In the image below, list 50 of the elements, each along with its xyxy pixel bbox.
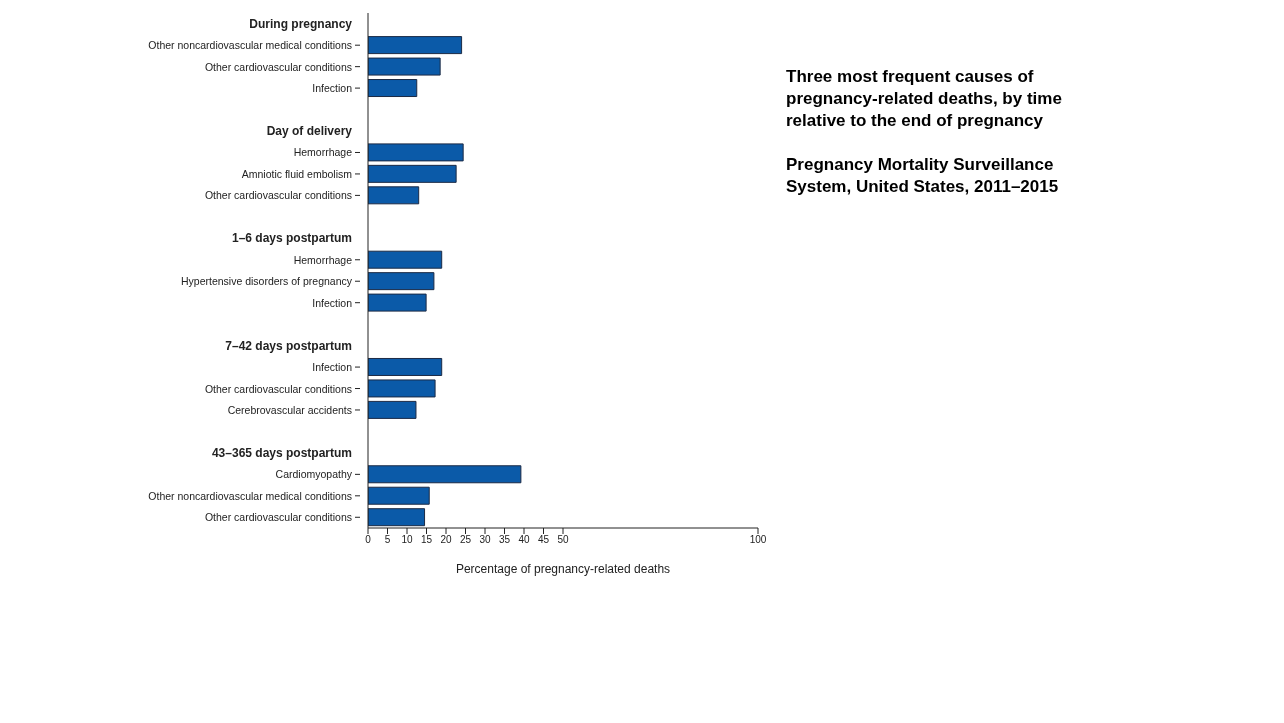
bar <box>368 508 426 527</box>
y-tick-label: During pregnancy <box>249 16 353 31</box>
x-tick-label: 30 <box>479 534 491 546</box>
text: Pregnancy Mortality Surveillance System, United States, 2011–2015 <box>786 154 1060 198</box>
bar <box>368 486 430 505</box>
bar <box>368 186 420 205</box>
y-tick-label: 1–6 days postpartum <box>231 231 352 246</box>
bar <box>368 36 463 55</box>
y-tick-label: Infection <box>312 296 353 309</box>
x-tick-label: 50 <box>557 534 569 546</box>
bar <box>368 57 441 76</box>
y-tick-label: Other noncardiovascular medical conditions <box>148 39 352 52</box>
bar <box>368 143 464 162</box>
bar <box>368 465 522 484</box>
y-tick-label: Other cardiovascular conditions <box>204 511 352 524</box>
text: Three most frequent causes of pregnancy-related deaths, by time relative to the end of pregnancy <box>786 66 1063 132</box>
x-tick-label: 15 <box>420 534 433 546</box>
x-tick-label: 25 <box>459 534 472 546</box>
y-tick-label: Other noncardiovascular medical conditions <box>148 489 352 502</box>
y-tick-label: Other cardiovascular conditions <box>204 189 352 202</box>
x-tick-label: 20 <box>440 534 452 546</box>
y-tick-label: Other cardiovascular conditions <box>204 60 352 73</box>
bar <box>368 379 436 398</box>
y-tick-label: Infection <box>312 361 353 374</box>
y-tick-label: Cerebrovascular accidents <box>227 403 352 416</box>
y-tick-label: Hemorrhage <box>293 146 353 159</box>
bar <box>368 164 457 183</box>
y-tick-label: Day of delivery <box>266 124 353 139</box>
bar <box>368 400 417 419</box>
bar <box>368 357 443 376</box>
x-tick-label: 5 <box>384 534 391 546</box>
x-axis-title: Percentage of pregnancy-related deaths <box>455 562 671 576</box>
y-tick-label: Infection <box>312 82 353 95</box>
bar <box>368 272 435 291</box>
y-tick-label: 43–365 days postpartum <box>211 445 352 460</box>
x-tick-label: 10 <box>401 534 413 546</box>
y-tick-label: Hemorrhage <box>293 253 353 266</box>
y-tick-label: Cardiomyopathy <box>275 468 353 481</box>
x-tick-label: 0 <box>365 534 372 546</box>
x-tick-label: 45 <box>537 534 550 546</box>
y-tick-label: Other cardiovascular conditions <box>204 382 352 395</box>
bar <box>368 293 427 312</box>
x-tick-label: 100 <box>749 534 767 546</box>
y-tick-label: Hypertensive disorders of pregnancy <box>180 275 353 288</box>
y-tick-label: 7–42 days postpartum <box>225 338 352 353</box>
x-tick-label: 40 <box>518 534 530 546</box>
bar <box>368 79 418 98</box>
x-tick-label: 35 <box>498 534 511 546</box>
y-tick-label: Amniotic fluid embolism <box>241 167 353 180</box>
bar <box>368 250 443 269</box>
